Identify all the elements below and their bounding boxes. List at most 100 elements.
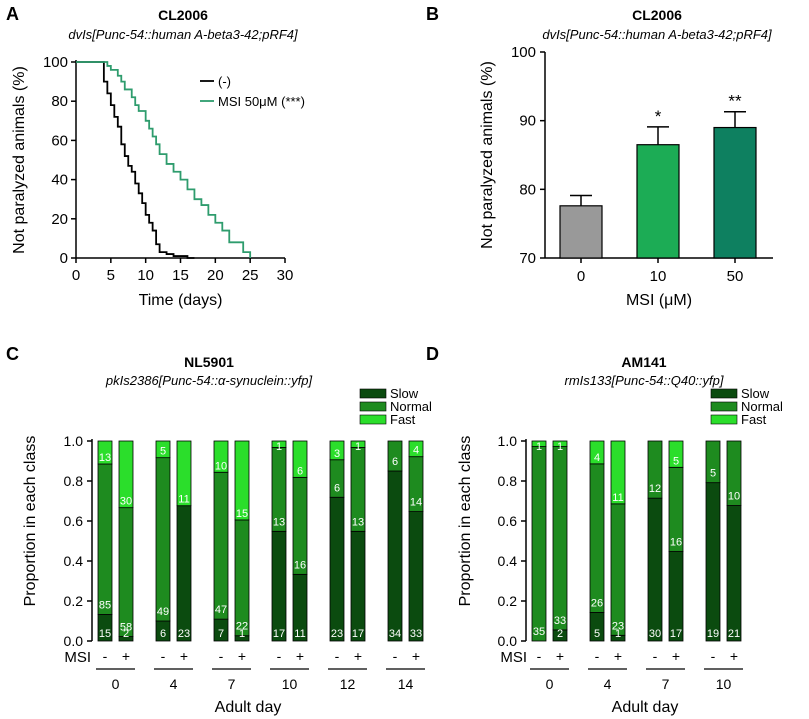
x-tick-label: 50	[727, 268, 744, 285]
y-tick-label: 0.4	[64, 553, 84, 569]
bar-segment-fast	[118, 440, 134, 509]
bar-segment-slow	[408, 511, 424, 642]
y-tick-label: 100	[511, 44, 536, 61]
day-label: 14	[398, 676, 414, 692]
msi-sign: -	[393, 648, 398, 664]
count-label-fast: 6	[297, 465, 303, 477]
y-tick-label: 20	[51, 211, 68, 228]
bar-segment-fast	[292, 440, 308, 478]
day-label: 4	[604, 676, 612, 692]
count-label-slow: 19	[707, 628, 719, 640]
count-label-normal: 10	[728, 491, 740, 503]
count-label-slow: 34	[389, 628, 401, 640]
bar-segment-normal	[387, 440, 403, 472]
bar-segment-normal	[155, 457, 171, 622]
msi-sign: -	[653, 648, 658, 664]
bar-segment-fast	[97, 440, 113, 465]
bar-segment-slow	[726, 505, 742, 642]
count-label-normal: 12	[649, 483, 661, 495]
y-tick-label: 0.8	[64, 473, 84, 489]
bar-0	[559, 205, 603, 259]
msi-sign: -	[335, 648, 340, 664]
panel-b-letter: B	[426, 4, 439, 24]
bar-segment-normal	[97, 463, 113, 615]
y-tick-label: 1.0	[498, 433, 518, 449]
panel-a-subtitle: dvIs[Punc-54::human A-beta3-42;pRF4]	[68, 27, 298, 42]
x-tick-label: 0	[577, 268, 585, 285]
count-label-normal: 35	[533, 626, 545, 638]
legend-label-normal: Normal	[741, 399, 783, 414]
count-label-slow: 17	[273, 628, 285, 640]
panel-c-subtitle: pkIs2386[Punc-54::α-synuclein::yfp]	[105, 373, 313, 388]
bar-segment-fast	[531, 440, 547, 447]
count-label-fast: 3	[334, 448, 340, 460]
count-label-normal: 6	[334, 482, 340, 494]
msi-sign: -	[711, 648, 716, 664]
count-label-slow: 1	[615, 628, 621, 640]
x-tick-label: 25	[242, 267, 259, 284]
bar-segment-slow	[647, 497, 663, 642]
bar-segment-fast	[234, 440, 250, 521]
msi-sign: +	[354, 648, 362, 664]
survival-line-msi	[76, 61, 252, 258]
msi-label: MSI	[500, 649, 527, 666]
count-label-fast: 30	[120, 496, 132, 508]
count-label-normal: 16	[294, 559, 306, 571]
y-tick-label: 70	[519, 250, 536, 267]
y-tick-label: 0.6	[64, 513, 84, 529]
x-tick-label: 30	[277, 267, 294, 284]
count-label-fast: 4	[594, 452, 600, 464]
legend-label-msi: MSI 50μM (***)	[218, 94, 305, 109]
count-label-slow: 21	[728, 628, 740, 640]
y-tick-label: 40	[51, 172, 68, 189]
y-axis-label: Not paralyzed animals (%)	[11, 66, 28, 254]
count-label-fast: 5	[673, 455, 679, 467]
x-tick-label: 10	[137, 267, 154, 284]
x-tick-label: 10	[650, 268, 667, 285]
count-label-normal: 22	[236, 621, 248, 633]
x-axis-label: Adult day	[612, 699, 679, 716]
bar-segment-fast	[668, 440, 684, 468]
y-axis-label: Proportion in each class	[457, 436, 474, 607]
msi-sign: -	[103, 648, 108, 664]
x-axis-label: Adult day	[215, 699, 282, 716]
bar-segment-slow	[271, 530, 287, 642]
msi-label: MSI	[64, 649, 91, 666]
count-label-normal: 14	[410, 497, 422, 509]
panel-d-subtitle: rmIs133[Punc-54::Q40::yfp]	[565, 373, 724, 388]
panel-c-letter: C	[6, 344, 19, 364]
panel-d-chart: 0.0 0.2 0.4 0.6 0.8 1.0 Proportion in each cla…	[457, 386, 783, 716]
bar-segment-normal	[213, 471, 229, 620]
day-label: 10	[282, 676, 298, 692]
bar-segment-slow	[387, 470, 403, 642]
day-label: 0	[546, 676, 554, 692]
count-label-slow: 2	[123, 628, 129, 640]
day-label: 12	[340, 676, 356, 692]
legend-swatch-slow	[359, 388, 387, 399]
y-tick-label: 0.4	[498, 553, 518, 569]
legend-label-fast: Fast	[390, 412, 416, 427]
legend-label-control: (-)	[218, 74, 231, 89]
count-label-slow: 17	[670, 628, 682, 640]
count-label-slow: 33	[410, 628, 422, 640]
significance-marker: **	[728, 92, 742, 111]
count-label-normal: 33	[554, 615, 566, 627]
x-tick-label: 15	[172, 267, 189, 284]
count-label-fast: 15	[236, 508, 248, 520]
panel-a-letter: A	[6, 4, 19, 24]
bar-segment-fast	[610, 440, 626, 505]
count-label-slow: 23	[331, 628, 343, 640]
legend-label-normal: Normal	[390, 399, 432, 414]
panel-b-chart: 70 80 90 100 0 10 * 50 ** MSI (μM) Not paralyzed a…	[479, 44, 773, 309]
bar-segment-slow	[329, 496, 345, 642]
day-label: 4	[170, 676, 178, 692]
count-label-fast: 1	[536, 441, 542, 453]
y-tick-label: 0.0	[498, 633, 518, 649]
x-tick-label: 0	[72, 267, 80, 284]
count-label-fast: 4	[413, 445, 419, 457]
bar-segment-slow	[350, 530, 366, 642]
bar-segment-normal	[531, 446, 547, 642]
bar-segment-normal	[705, 440, 721, 484]
count-label-normal: 23	[612, 620, 624, 632]
